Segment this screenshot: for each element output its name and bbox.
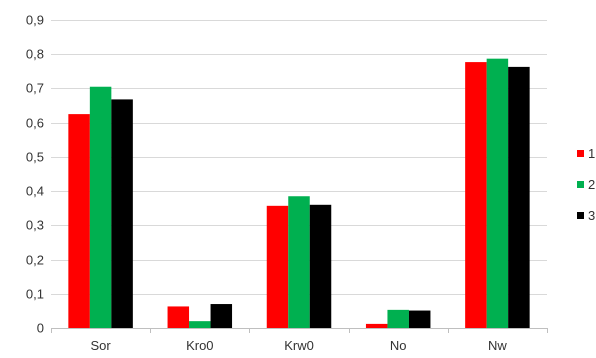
bar-krw0-series-2 — [288, 196, 310, 328]
bar-no-series-3 — [408, 310, 431, 328]
bar-nw-series-2 — [486, 58, 509, 328]
bar-kro0-series-1 — [167, 306, 190, 328]
bar-krw0-series-1 — [266, 205, 289, 328]
bar-kro0-series-3 — [210, 304, 233, 328]
x-category-label: Krw0 — [284, 338, 314, 353]
legend-label: 1 — [588, 146, 595, 161]
x-category-label: Sor — [90, 338, 111, 353]
bar-sor-series-2 — [89, 86, 112, 328]
axes — [51, 328, 548, 333]
y-tick-label: 0,2 — [26, 253, 44, 268]
y-tick-label: 0,7 — [26, 81, 44, 96]
x-category-label: Nw — [488, 338, 507, 353]
legend: 1 2 3 — [577, 146, 595, 223]
y-tick-label: 0,8 — [26, 47, 44, 62]
bar-nw-series-3 — [508, 66, 530, 328]
y-tick-label: 0,1 — [26, 287, 44, 302]
y-tick-label: 0,3 — [26, 218, 44, 233]
x-category-label: Kro0 — [186, 338, 213, 353]
bar-kro0-series-2 — [189, 321, 211, 328]
x-category-label: No — [390, 338, 407, 353]
y-axis-ticks: 0 0,1 0,2 0,3 0,4 0,5 0,6 0,7 0,8 0,9 — [26, 13, 44, 336]
bar-no-series-2 — [387, 309, 409, 328]
y-tick-label: 0,4 — [26, 184, 44, 199]
legend-label: 2 — [588, 177, 595, 192]
legend-swatch — [577, 212, 584, 219]
bar-krw0-series-3 — [309, 204, 332, 328]
y-tick-label: 0,6 — [26, 116, 44, 131]
grid — [51, 20, 547, 295]
y-tick-label: 0 — [37, 321, 44, 336]
legend-swatch — [577, 181, 584, 188]
y-tick-label: 0,5 — [26, 150, 44, 165]
y-tick-label: 0,9 — [26, 13, 44, 28]
bar-nw-series-1 — [465, 62, 487, 329]
bar-no-series-1 — [365, 323, 388, 328]
bar-sor-series-3 — [111, 99, 133, 328]
legend-label: 3 — [588, 208, 595, 223]
x-axis-categories: Sor Kro0 Krw0 No Nw — [90, 338, 507, 353]
bars — [68, 58, 530, 329]
legend-swatch — [577, 150, 584, 157]
bar-sor-series-1 — [68, 114, 90, 328]
